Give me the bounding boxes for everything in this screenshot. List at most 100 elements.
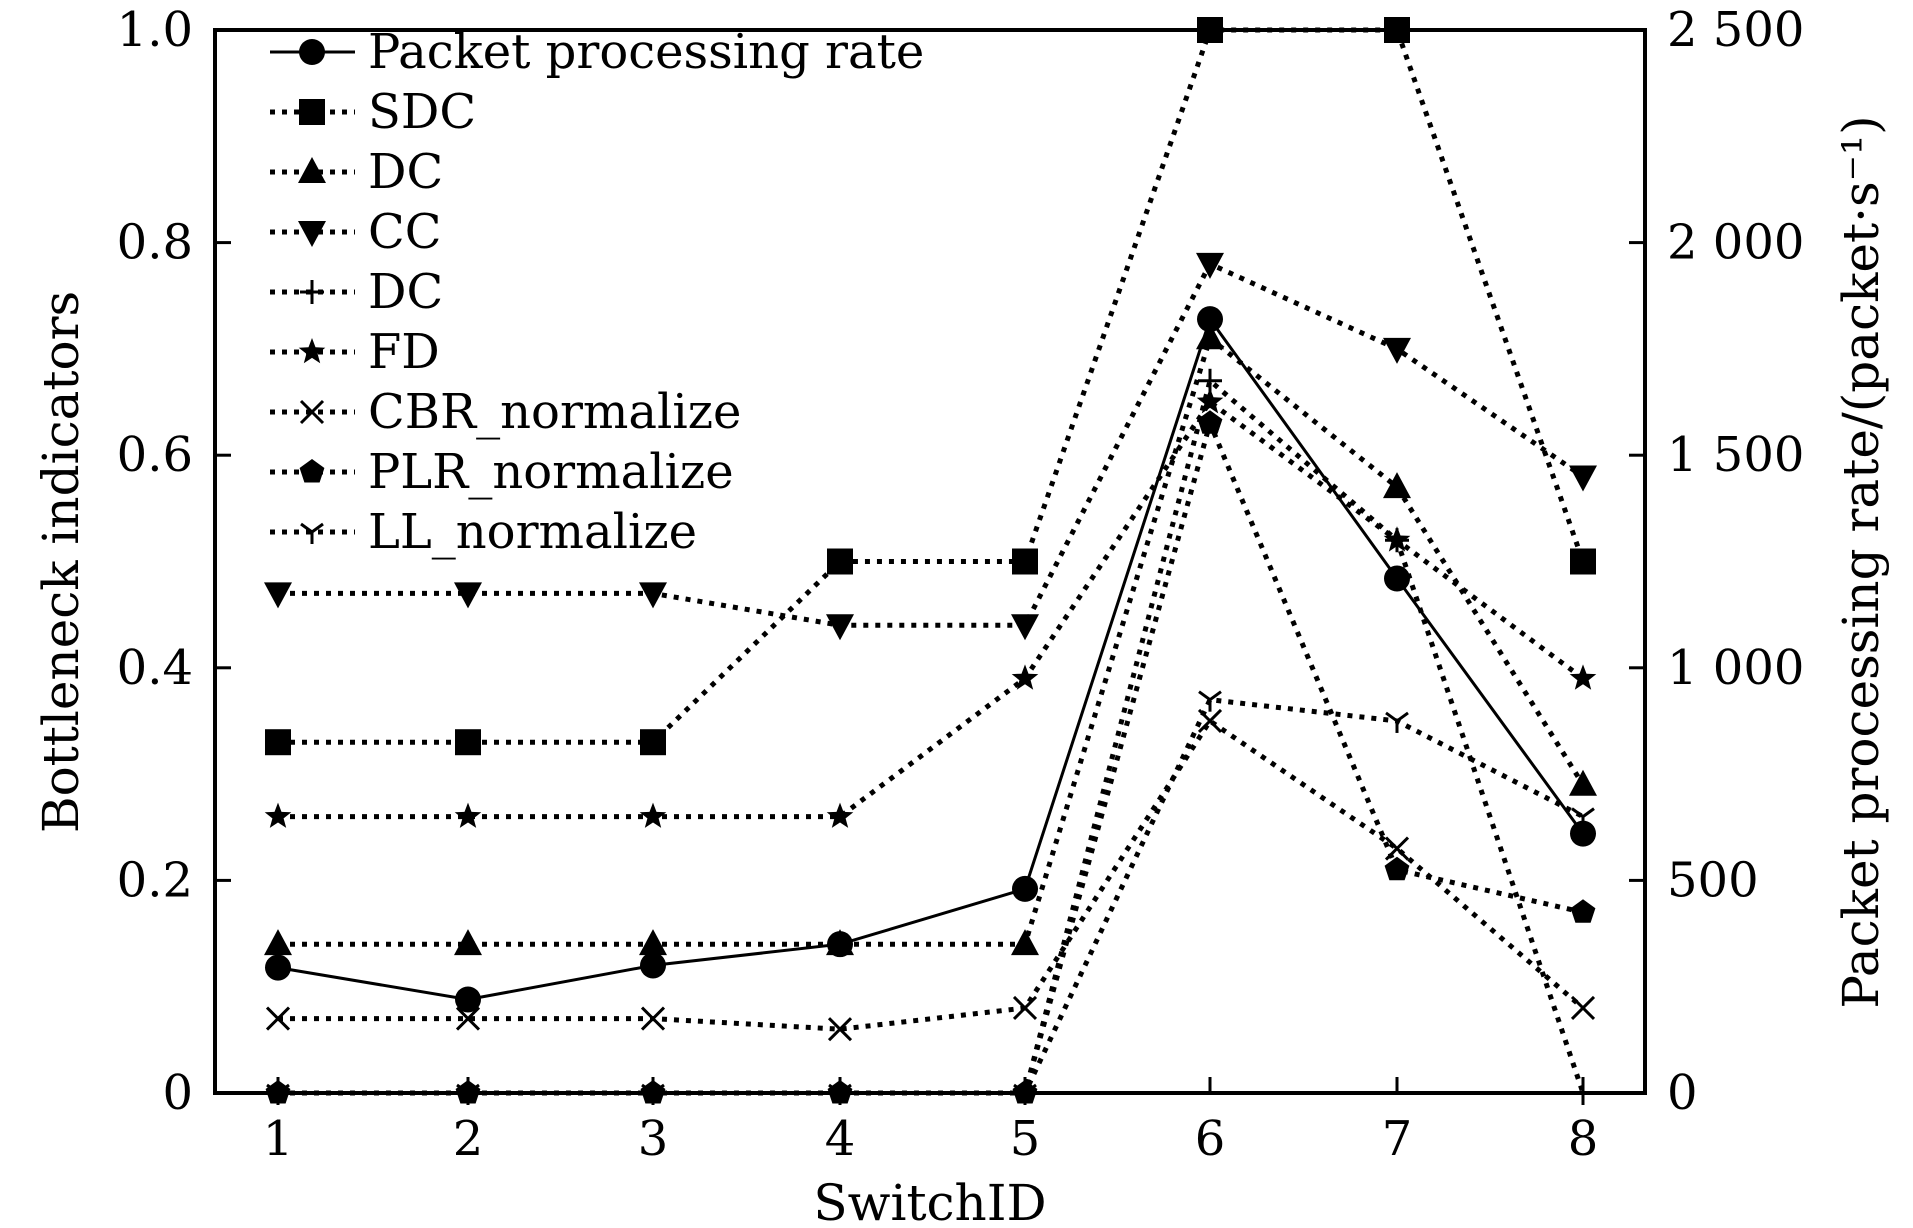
data-point-fd-8 [1569, 664, 1597, 690]
legend-label: DC [368, 144, 443, 200]
legend-entry-cbr-normalize: CBR_normalize [270, 384, 741, 440]
data-point-packet-processing-rate-1 [265, 954, 291, 981]
data-point-fd-3 [639, 802, 667, 828]
data-point-cc-7 [1383, 337, 1411, 364]
data-point-fd-7 [1383, 526, 1411, 552]
legend-marker-plus [300, 280, 324, 304]
series-line-cc [278, 260, 1585, 628]
data-point-dc-5 [1011, 929, 1039, 956]
data-point-dc-2 [454, 929, 482, 956]
data-point-dc-1 [264, 929, 292, 956]
data-point-plr-normalize-8 [1570, 899, 1596, 923]
data-point-packet-processing-rate-7 [1384, 565, 1410, 592]
data-point-fd-4 [826, 802, 854, 828]
series-6-fd [264, 388, 1597, 828]
legend-marker-circle [299, 39, 325, 65]
x-tick-label: 7 [1382, 1111, 1413, 1167]
legend-label: CC [368, 204, 441, 260]
legend-label: DC [368, 264, 443, 320]
legend-marker-triangle-up [298, 157, 326, 183]
legend-label: SDC [368, 84, 476, 140]
data-point-packet-processing-rate-8 [1570, 820, 1596, 847]
legend: Packet processing rateSDCDCCCDCFDCBR_nor… [270, 24, 924, 560]
data-point-cbr-normalize-5 [1012, 995, 1038, 1021]
data-point-sdc-5 [1012, 548, 1038, 575]
data-point-cc-3 [639, 582, 667, 609]
data-point-fd-5 [1011, 664, 1039, 690]
legend-label: CBR_normalize [368, 384, 741, 440]
data-point-cbr-normalize-1 [265, 1006, 291, 1031]
y-tick-label-right: 2 000 [1667, 215, 1804, 271]
y-tick-label-right: 500 [1667, 852, 1759, 908]
data-point-ll-normalize-7 [1385, 711, 1409, 733]
axes-layer [213, 28, 1647, 1095]
series-line-packet-processing-rate [277, 315, 1585, 1002]
data-point-sdc-3 [640, 729, 666, 756]
y-tick-label-right: 2 500 [1667, 2, 1804, 58]
y-tick-label-left: 1.0 [117, 2, 193, 58]
y-tick-label-left: 0.6 [117, 427, 193, 483]
ticks-layer: 1 2 3 4 5 6 7 8 0 0.2 0.4 0.6 0.8 1.0 0 500 1 000 1 500 2 … [117, 2, 1805, 1167]
x-tick-label: 2 [453, 1111, 484, 1167]
data-point-cbr-normalize-8 [1570, 995, 1596, 1021]
data-point-packet-processing-rate-6 [1197, 306, 1223, 333]
legend-entry-cc: CC [270, 204, 441, 260]
legend-label: LL_normalize [368, 504, 697, 560]
x-tick-label: 3 [638, 1111, 669, 1167]
data-point-cc-8 [1569, 465, 1597, 492]
legend-entry-fd: FD [270, 324, 440, 380]
legend-marker-pentagon [299, 459, 325, 483]
data-point-sdc-2 [455, 729, 481, 756]
data-point-cbr-normalize-3 [640, 1006, 666, 1031]
data-point-sdc-4 [827, 548, 853, 575]
data-point-packet-processing-rate-2 [455, 986, 481, 1013]
data-point-cbr-normalize-2 [455, 1006, 481, 1031]
data-point-sdc-1 [265, 729, 291, 756]
data-point-dc-7 [1383, 472, 1411, 499]
legend-entry-ll-normalize: LL_normalize [270, 504, 697, 560]
data-point-cc-5 [1011, 614, 1039, 641]
series-7-cbr-normalize [265, 708, 1596, 1042]
y-tick-label-right: 0 [1667, 1065, 1698, 1121]
y-tick-label-left: 0.4 [117, 640, 193, 696]
data-point-ll-normalize-6 [1198, 690, 1222, 712]
y-axis-label-left: Bottleneck indicators [32, 291, 90, 833]
series-line-cbr-normalize [278, 717, 1585, 1032]
series-line-dc [278, 334, 1586, 947]
x-tick-label: 5 [1010, 1111, 1041, 1167]
data-point-cc-2 [454, 582, 482, 609]
legend-marker-triangle-down [298, 221, 326, 247]
data-point-plr-normalize-7 [1384, 856, 1410, 881]
x-tick-label: 6 [1195, 1111, 1226, 1167]
legend-label: Packet processing rate [368, 24, 924, 80]
legend-marker-square [299, 99, 325, 125]
legend-entry-plr-normalize: PLR_normalize [270, 444, 734, 500]
x-tick-label: 4 [825, 1111, 856, 1167]
legend-entry-packet-processing-rate: Packet processing rate [270, 24, 924, 80]
legend-marker-star [298, 338, 326, 364]
data-point-dc-3 [639, 929, 667, 956]
legend-entry-sdc: SDC [270, 84, 476, 140]
legend-marker-cross [299, 399, 325, 425]
data-point-fd-1 [264, 802, 292, 828]
legend-entry-dc: DC [270, 144, 443, 200]
y-tick-label-left: 0 [162, 1065, 193, 1121]
data-point-fd-2 [454, 802, 482, 828]
series-4-cc [264, 252, 1597, 641]
data-point-plr-normalize-6 [1197, 410, 1223, 434]
legend-label: FD [368, 324, 440, 380]
data-point-cc-6 [1196, 252, 1224, 279]
y-tick-label-left: 0.2 [117, 852, 193, 908]
x-axis-label: SwitchID [813, 1174, 1046, 1228]
y-axis-label-right: Packet processing rate/(packet·s⁻¹) [1832, 115, 1890, 1008]
data-point-packet-processing-rate-5 [1012, 875, 1038, 902]
x-tick-label: 1 [263, 1111, 294, 1167]
legend-marker-tri-down [300, 522, 324, 544]
y-tick-label-left: 0.8 [117, 215, 193, 271]
y-tick-label-right: 1 000 [1667, 640, 1804, 696]
data-point-dc-8 [1569, 769, 1597, 796]
x-tick-label: 8 [1568, 1111, 1599, 1167]
data-point-fd-6 [1196, 388, 1224, 414]
plot-frame [213, 28, 1647, 1095]
